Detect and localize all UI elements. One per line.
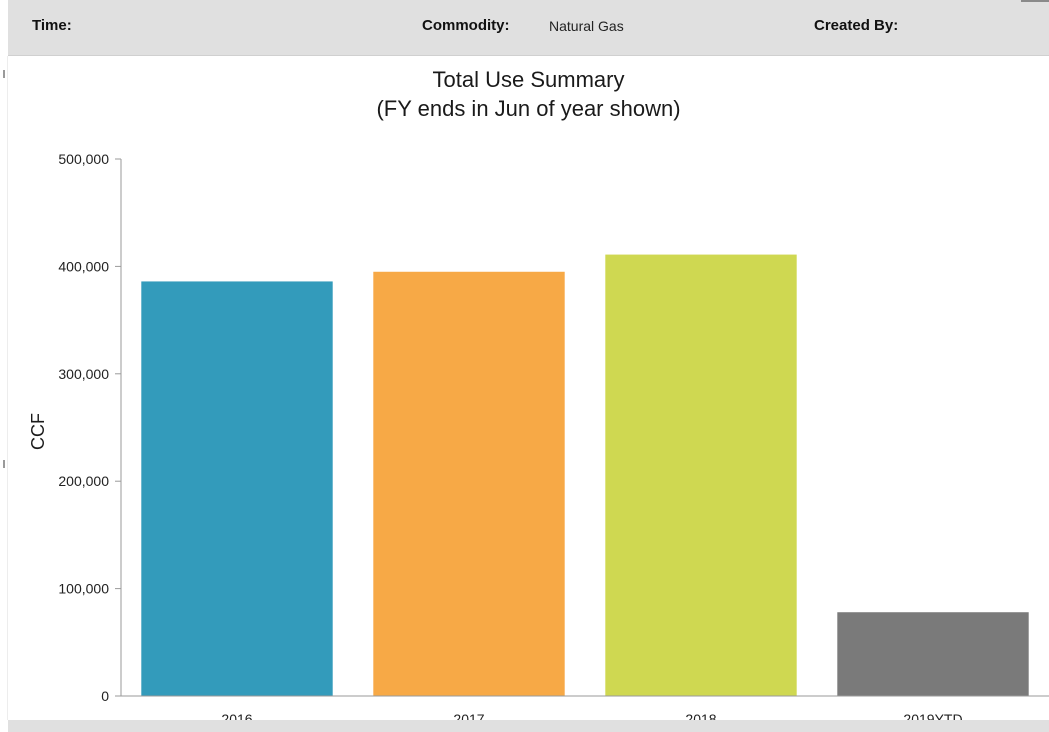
chart-subtitle: (FY ends in Jun of year shown) [376, 96, 681, 121]
time-label: Time: [32, 17, 72, 34]
y-tick-label: 100,000 [58, 581, 109, 597]
commodity-value: Natural Gas [549, 18, 624, 34]
window-corner-mark [1021, 0, 1049, 2]
y-tick-label: 500,000 [58, 151, 109, 167]
bar-2019ytd[interactable] [837, 612, 1029, 696]
edge-tick [3, 70, 5, 78]
bar-2017[interactable] [373, 271, 565, 696]
y-tick-group: 0 100,000 200,000 300,000 400,000 500,000 [58, 151, 121, 704]
chart-title: Total Use Summary [432, 67, 625, 92]
bar-2018[interactable] [605, 254, 797, 696]
report-header: Time: Commodity: Natural Gas Created By: [8, 0, 1049, 56]
edge-tick [3, 460, 5, 468]
created-by-label: Created By: [814, 17, 899, 34]
left-edge-rail [0, 56, 8, 720]
commodity-label: Commodity: [422, 17, 510, 34]
y-tick-label: 300,000 [58, 366, 109, 382]
y-axis-label: CCF [28, 413, 48, 450]
y-tick-label: 0 [101, 688, 109, 704]
report-footer [8, 720, 1049, 732]
y-tick-label: 400,000 [58, 258, 109, 274]
y-tick-label: 200,000 [58, 473, 109, 489]
bar-group [141, 254, 1029, 696]
bar-2016[interactable] [141, 281, 333, 696]
